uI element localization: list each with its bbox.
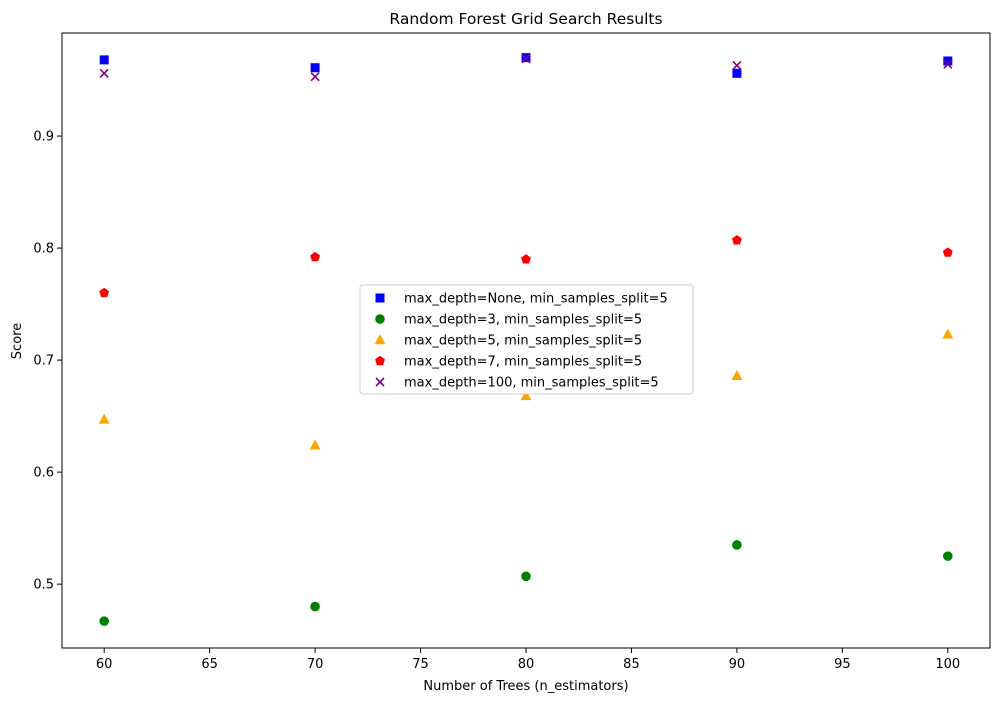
data-point-triangle — [520, 390, 532, 401]
data-point-pentagon — [310, 251, 321, 262]
x-tick-label: 95 — [834, 657, 851, 672]
x-axis-title: Number of Trees (n_estimators) — [423, 679, 628, 694]
legend-marker-pentagon — [375, 355, 385, 366]
legend-label: max_depth=100, min_samples_split=5 — [404, 376, 659, 391]
legend-item: max_depth=5, min_samples_split=5 — [374, 334, 642, 349]
legend-item: max_depth=None, min_samples_split=5 — [375, 292, 668, 307]
data-point-x — [99, 68, 109, 78]
data-point-circle — [521, 571, 531, 582]
legend-marker-square — [375, 293, 385, 303]
data-point-triangle — [942, 328, 954, 339]
data-point-x — [943, 59, 953, 69]
legend-frame — [359, 284, 694, 395]
series-3 — [98, 328, 954, 450]
data-point-triangle — [98, 413, 110, 424]
legend-label: max_depth=7, min_samples_split=5 — [404, 355, 642, 370]
legend: max_depth=None, min_samples_split=5 max_d… — [359, 284, 694, 395]
data-point-pentagon — [99, 287, 110, 298]
data-point-x — [521, 54, 531, 64]
x-tick-label: 90 — [729, 657, 746, 672]
x-tick-label: 70 — [307, 657, 324, 672]
y-tick-label: 0.5 — [33, 578, 54, 593]
data-point-circle — [99, 616, 109, 626]
legend-item: max_depth=3, min_samples_split=5 — [375, 313, 642, 328]
data-point-x — [732, 60, 742, 71]
y-tick-label: 0.9 — [33, 130, 54, 145]
legend-item: max_depth=100, min_samples_split=5 — [375, 376, 659, 391]
data-point-pentagon — [731, 235, 742, 245]
legend-marker-x — [375, 377, 385, 387]
legend-label: max_depth=3, min_samples_split=5 — [404, 313, 642, 328]
legend-label: max_depth=None, min_samples_split=5 — [404, 292, 668, 307]
data-point-pentagon — [942, 247, 953, 257]
data-point-circle — [310, 601, 320, 612]
series-5 — [99, 54, 953, 82]
y-tick-label: 0.6 — [33, 466, 54, 481]
x-tick-label: 80 — [518, 657, 535, 672]
x-tick-label: 100 — [935, 657, 960, 672]
chart-title: Random Forest Grid Search Results — [389, 10, 662, 28]
x-tick-label: 65 — [201, 657, 218, 672]
data-point-triangle — [731, 369, 743, 380]
legend-label: max_depth=5, min_samples_split=5 — [404, 334, 642, 349]
data-point-x — [310, 72, 320, 82]
x-tick-label: 60 — [96, 657, 113, 672]
series-2 — [99, 540, 953, 626]
plot-frame — [61, 32, 991, 649]
data-point-square — [732, 68, 742, 78]
x-tick-label: 75 — [412, 657, 429, 672]
data-point-square — [943, 56, 953, 66]
data-point-circle — [943, 551, 953, 561]
data-point-circle — [732, 540, 742, 550]
y-axis-title: Score — [10, 323, 25, 359]
y-tick-label: 0.8 — [33, 242, 54, 257]
data-point-square — [99, 55, 109, 65]
data-point-square — [310, 63, 320, 73]
data-point-triangle — [309, 439, 321, 450]
legend-item: max_depth=7, min_samples_split=5 — [375, 355, 642, 370]
legend-marker-circle — [375, 314, 385, 324]
series-4 — [99, 235, 953, 298]
x-tick-label: 85 — [623, 657, 640, 672]
legend-marker-triangle — [374, 334, 386, 345]
y-tick-label: 0.7 — [33, 354, 54, 369]
data-point-pentagon — [521, 254, 531, 264]
